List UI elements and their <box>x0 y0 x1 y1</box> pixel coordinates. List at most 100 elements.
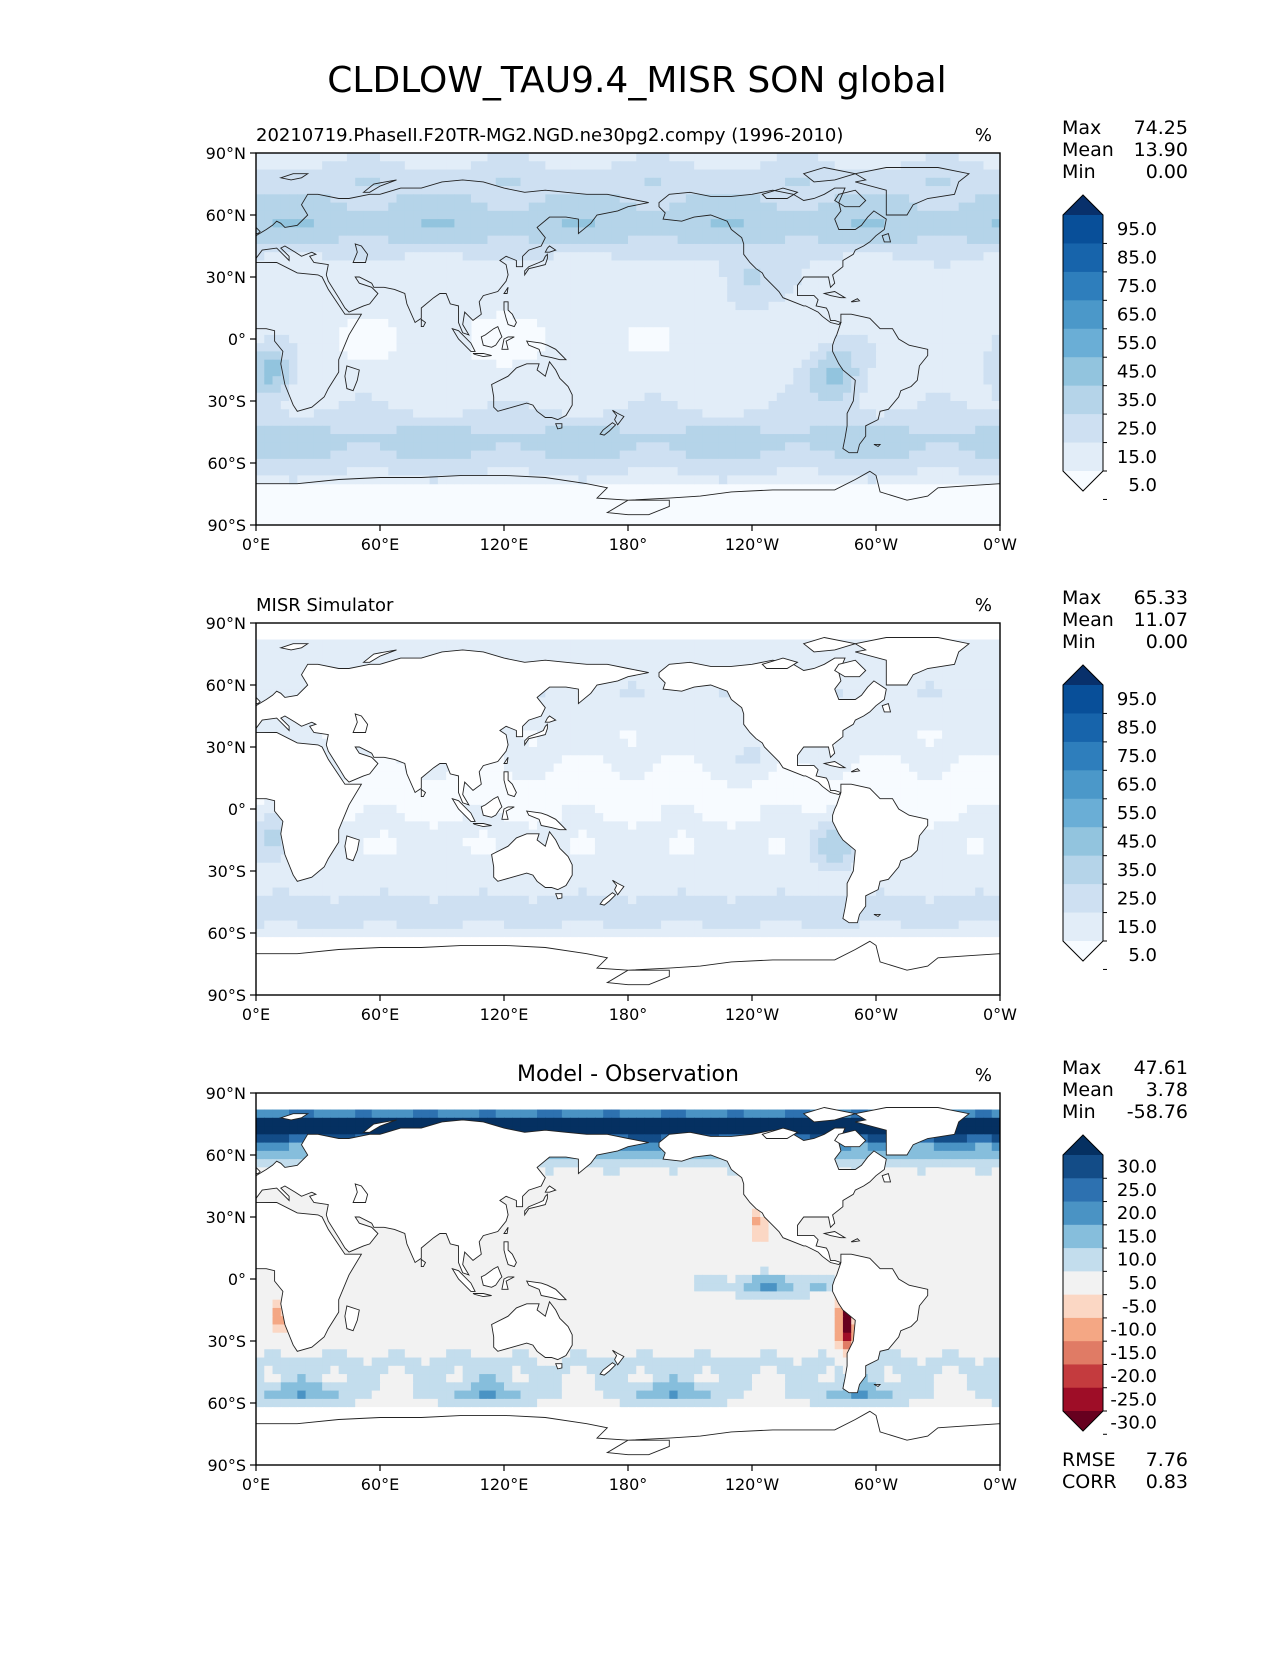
stat-value: 0.00 <box>1146 161 1188 183</box>
colorbar-segment <box>1063 1341 1103 1365</box>
colorbar-label: 5.0 <box>1128 945 1157 966</box>
panel-reference: MISR Simulator%90°N60°N30°N0°30°S60°S90°… <box>0 587 1188 1024</box>
colorbar-label: 75.0 <box>1117 746 1157 767</box>
stat-value: -58.76 <box>1127 1101 1188 1123</box>
lat-tick-label: 60°N <box>206 206 246 225</box>
lon-tick-label: 60°E <box>361 1005 399 1024</box>
units-label: % <box>975 595 992 616</box>
stat-label: Max <box>1062 587 1101 609</box>
lat-tick-label: 60°N <box>206 1146 246 1165</box>
stat-label: Max <box>1062 1057 1101 1079</box>
stat-label: Mean <box>1062 139 1114 161</box>
stat-value: 0.83 <box>1146 1471 1188 1493</box>
colorbar-segment <box>1063 243 1103 272</box>
colorbar-label: 45.0 <box>1117 361 1157 382</box>
colorbar-label: 10.0 <box>1117 1250 1157 1271</box>
lon-tick-label: 180° <box>609 535 648 554</box>
figure-title: CLDLOW_TAU9.4_MISR SON global <box>327 60 946 101</box>
stat-label: Min <box>1062 631 1096 653</box>
stat-value: 47.61 <box>1134 1057 1188 1079</box>
lon-tick-label: 120°E <box>480 1005 529 1024</box>
colorbar-extend-min <box>1063 471 1103 491</box>
lat-tick-label: 0° <box>228 800 246 819</box>
colorbar-label: 25.0 <box>1117 888 1157 909</box>
lat-tick-label: 60°S <box>207 1394 246 1413</box>
stat-label: RMSE <box>1062 1449 1116 1471</box>
colorbar-segment <box>1063 1225 1103 1249</box>
lat-tick-label: 90°N <box>206 614 246 633</box>
colorbar-label: 75.0 <box>1117 276 1157 297</box>
lat-tick-label: 60°S <box>207 454 246 473</box>
colorbar-label: -5.0 <box>1122 1296 1157 1317</box>
lon-tick-label: 0°W <box>983 1475 1017 1494</box>
colorbar: 95.085.075.065.055.045.035.025.015.05.0 <box>1063 195 1157 499</box>
colorbar-segment <box>1063 1248 1103 1272</box>
colorbar-label: 25.0 <box>1117 1180 1157 1201</box>
lon-tick-label: 120°W <box>725 1475 780 1494</box>
lat-tick-label: 90°S <box>207 516 246 535</box>
lon-tick-label: 60°W <box>854 535 898 554</box>
colorbar-label: 35.0 <box>1117 390 1157 411</box>
colorbar-label: 95.0 <box>1117 219 1157 240</box>
stat-value: 11.07 <box>1134 609 1188 631</box>
panel-title: 20210719.PhaseII.F20TR-MG2.NGD.ne30pg2.c… <box>256 125 843 146</box>
colorbar-segment <box>1063 713 1103 742</box>
colorbar-segment <box>1063 1178 1103 1202</box>
lon-tick-label: 0°E <box>242 1475 270 1494</box>
colorbar-label: 95.0 <box>1117 689 1157 710</box>
colorbar-segment <box>1063 913 1103 942</box>
colorbar-segment <box>1063 1364 1103 1388</box>
stat-value: 7.76 <box>1146 1449 1188 1471</box>
lat-tick-label: 30°S <box>207 862 246 881</box>
lon-tick-label: 0°W <box>983 535 1017 554</box>
lon-tick-label: 60°E <box>361 1475 399 1494</box>
colorbar-label: 55.0 <box>1117 803 1157 824</box>
panel-diff: Model - Observation%90°N60°N30°N0°30°S60… <box>0 1057 1188 1494</box>
colorbar-segment <box>1063 1318 1103 1342</box>
lat-tick-label: 90°S <box>207 986 246 1005</box>
colorbar-label: -25.0 <box>1110 1389 1157 1410</box>
colorbar-segment <box>1063 272 1103 301</box>
colorbar-label: 45.0 <box>1117 831 1157 852</box>
stat-label: Min <box>1062 161 1096 183</box>
colorbar-label: 35.0 <box>1117 860 1157 881</box>
lat-tick-label: 90°N <box>206 1084 246 1103</box>
lat-tick-label: 0° <box>228 1270 246 1289</box>
lon-tick-label: 180° <box>609 1005 648 1024</box>
lat-tick-label: 60°S <box>207 924 246 943</box>
stat-value: 13.90 <box>1134 139 1188 161</box>
colorbar-segment <box>1063 685 1103 714</box>
stat-label: Max <box>1062 117 1101 139</box>
colorbar-segment <box>1063 827 1103 856</box>
lon-tick-label: 60°W <box>854 1005 898 1024</box>
colorbar-segment <box>1063 884 1103 913</box>
colorbar-label: 5.0 <box>1128 1273 1157 1294</box>
stat-label: Mean <box>1062 609 1114 631</box>
colorbar-segment <box>1063 1271 1103 1295</box>
map-field <box>0 623 1001 996</box>
colorbar-label: 65.0 <box>1117 775 1157 796</box>
stat-value: 0.00 <box>1146 631 1188 653</box>
colorbar-label: -30.0 <box>1110 1413 1157 1434</box>
coastline-africa <box>0 1203 361 1352</box>
colorbar-segment <box>1063 386 1103 415</box>
colorbar-extend-min <box>1063 1411 1103 1431</box>
stat-value: 3.78 <box>1146 1079 1188 1101</box>
coastline-africa <box>0 733 361 882</box>
panel-test: 20210719.PhaseII.F20TR-MG2.NGD.ne30pg2.c… <box>0 117 1188 554</box>
colorbar-segment <box>1063 443 1103 472</box>
colorbar-label: 85.0 <box>1117 718 1157 739</box>
colorbar-label: 15.0 <box>1117 917 1157 938</box>
lon-tick-label: 0°E <box>242 1005 270 1024</box>
colorbar-segment <box>1063 1202 1103 1226</box>
lon-tick-label: 120°E <box>480 1475 529 1494</box>
colorbar-label: 55.0 <box>1117 333 1157 354</box>
colorbar-segment <box>1063 300 1103 329</box>
stat-label: Mean <box>1062 1079 1114 1101</box>
colorbar-segment <box>1063 215 1103 244</box>
colorbar-segment <box>1063 799 1103 828</box>
map-field <box>0 1093 1001 1466</box>
colorbar-label: -15.0 <box>1110 1343 1157 1364</box>
